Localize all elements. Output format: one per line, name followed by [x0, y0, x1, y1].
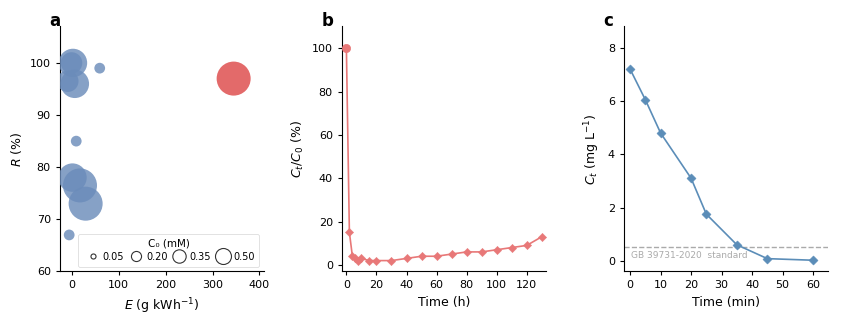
Point	[362, 258, 375, 263]
Point	[62, 232, 76, 238]
Point	[504, 245, 518, 250]
Text: c: c	[603, 12, 612, 30]
Point	[339, 45, 353, 51]
Text: GB 39731-2020  standard: GB 39731-2020 standard	[630, 251, 746, 260]
Point	[93, 66, 107, 71]
X-axis label: Time (min): Time (min)	[692, 296, 759, 309]
Point	[760, 256, 774, 261]
Point	[444, 252, 458, 257]
Point	[348, 256, 362, 261]
Point	[474, 249, 488, 255]
Point	[78, 201, 92, 206]
Point	[699, 212, 712, 217]
Text: b: b	[321, 12, 333, 30]
Y-axis label: $C_t$ (mg L$^{-1}$): $C_t$ (mg L$^{-1}$)	[582, 113, 601, 185]
Point	[66, 60, 79, 66]
Point	[351, 258, 365, 263]
Point	[638, 97, 652, 102]
Point	[683, 175, 697, 181]
Legend: 0.05, 0.20, 0.35, 0.50: 0.05, 0.20, 0.35, 0.50	[78, 234, 259, 266]
Point	[429, 254, 443, 259]
Point	[384, 258, 397, 263]
X-axis label: $E$ (g kWh$^{-1}$): $E$ (g kWh$^{-1}$)	[125, 296, 200, 315]
Point	[729, 242, 743, 248]
Point	[345, 254, 359, 259]
Point	[534, 234, 548, 239]
X-axis label: Time (h): Time (h)	[417, 296, 470, 309]
Point	[69, 138, 83, 144]
Point	[459, 249, 473, 255]
Point	[73, 183, 87, 188]
Point	[227, 76, 241, 81]
Point	[342, 230, 356, 235]
Point	[399, 256, 413, 261]
Point	[66, 175, 79, 180]
Point	[369, 258, 383, 263]
Point	[354, 256, 368, 261]
Point	[61, 78, 74, 84]
Point	[68, 81, 82, 86]
Point	[805, 258, 819, 263]
Point	[490, 247, 503, 253]
Y-axis label: $R$ (%): $R$ (%)	[9, 131, 24, 166]
Point	[519, 243, 533, 248]
Point	[653, 130, 667, 136]
Point	[415, 254, 428, 259]
Text: a: a	[49, 12, 61, 30]
Y-axis label: $C_t$/$C_0$ (%): $C_t$/$C_0$ (%)	[290, 120, 306, 178]
Point	[65, 60, 78, 66]
Point	[623, 67, 636, 72]
